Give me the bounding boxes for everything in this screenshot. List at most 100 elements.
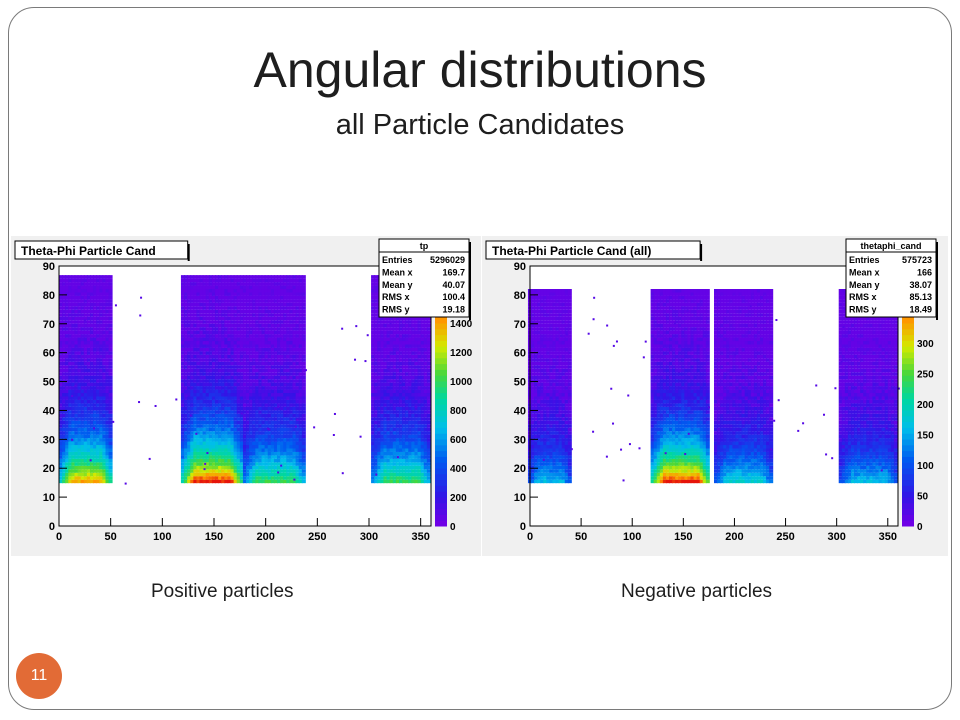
heatmap-cell bbox=[59, 472, 63, 477]
heatmap-cell bbox=[567, 476, 572, 480]
heatmap-cell bbox=[233, 458, 238, 463]
heatmap-cell bbox=[190, 337, 195, 342]
heatmap-cell bbox=[80, 427, 85, 432]
heatmap-cell bbox=[561, 472, 566, 477]
left-plot-frame bbox=[58, 265, 432, 527]
heatmap-cell bbox=[208, 458, 213, 463]
heatmap-cell bbox=[62, 410, 67, 414]
heatmap-cell bbox=[242, 472, 247, 477]
heatmap-cell bbox=[224, 316, 229, 321]
heatmap-cell bbox=[199, 330, 204, 335]
heatmap-cell bbox=[180, 448, 185, 452]
heatmap-cell bbox=[258, 479, 263, 484]
heatmap-cell bbox=[93, 386, 98, 390]
heatmap-cell bbox=[93, 382, 98, 387]
heatmap-cell bbox=[86, 465, 91, 470]
heatmap-cell bbox=[190, 299, 195, 303]
heatmap-cell bbox=[96, 354, 101, 359]
heatmap-cell bbox=[264, 455, 269, 459]
heatmap-cell bbox=[108, 413, 113, 418]
heatmap-cell bbox=[249, 351, 254, 355]
heatmap-cell bbox=[83, 285, 88, 290]
heatmap-cell bbox=[239, 358, 244, 362]
heatmap-cell bbox=[546, 476, 551, 480]
heatmap-cell bbox=[414, 448, 419, 452]
heatmap-cell bbox=[283, 472, 288, 477]
heatmap-cell bbox=[211, 309, 216, 314]
heatmap-cell bbox=[83, 476, 88, 480]
heatmap-cell bbox=[261, 354, 266, 359]
heatmap-cell bbox=[552, 420, 557, 425]
left-title-box-shadow bbox=[187, 244, 190, 261]
heatmap-cell bbox=[277, 334, 282, 338]
heatmap-cell bbox=[221, 334, 226, 338]
heatmap-cell bbox=[83, 472, 88, 477]
heatmap-cell bbox=[426, 327, 431, 331]
colorbar-segment bbox=[435, 473, 447, 481]
heatmap-cell bbox=[264, 469, 269, 473]
heatmap-cell bbox=[218, 282, 223, 286]
heatmap-cell bbox=[108, 316, 113, 321]
heatmap-cell bbox=[374, 295, 379, 300]
heatmap-cell bbox=[264, 292, 269, 296]
heatmap-cell bbox=[252, 458, 257, 463]
heatmap-cell bbox=[423, 451, 428, 456]
heatmap-cell bbox=[184, 292, 189, 296]
heatmap-cell bbox=[99, 465, 104, 470]
heatmap-cell bbox=[205, 375, 210, 380]
heatmap-cell bbox=[392, 445, 397, 449]
heatmap-cell bbox=[273, 302, 278, 307]
heatmap-cell bbox=[270, 358, 275, 362]
heatmap-cell bbox=[230, 458, 235, 463]
heatmap-cell bbox=[277, 379, 282, 383]
heatmap-cell bbox=[236, 285, 241, 290]
heatmap-cell bbox=[270, 354, 275, 359]
heatmap-cell bbox=[252, 327, 257, 331]
heatmap-noise-point bbox=[175, 398, 178, 401]
heatmap-cell bbox=[62, 292, 67, 296]
heatmap-cell bbox=[255, 347, 260, 352]
heatmap-cell bbox=[239, 282, 244, 286]
heatmap-cell bbox=[180, 341, 185, 345]
heatmap-cell bbox=[289, 438, 294, 442]
heatmap-cell bbox=[215, 302, 220, 307]
heatmap-cell bbox=[68, 361, 73, 366]
heatmap-cell bbox=[267, 396, 272, 400]
heatmap-cell bbox=[380, 406, 385, 411]
heatmap-cell bbox=[102, 361, 107, 366]
heatmap-cell bbox=[549, 434, 554, 439]
heatmap-cell bbox=[380, 375, 385, 380]
heatmap-cell bbox=[242, 431, 247, 435]
heatmap-cell bbox=[258, 420, 263, 425]
heatmap-cell bbox=[280, 316, 285, 321]
heatmap-cell bbox=[564, 476, 569, 480]
heatmap-cell bbox=[105, 358, 110, 362]
heatmap-cell bbox=[71, 361, 76, 366]
heatmap-cell bbox=[65, 406, 70, 411]
heatmap-cell bbox=[215, 441, 220, 446]
heatmap-cell bbox=[246, 476, 251, 480]
heatmap-cell bbox=[289, 406, 294, 411]
heatmap-cell bbox=[96, 427, 101, 432]
heatmap-cell bbox=[252, 330, 257, 335]
heatmap-cell bbox=[205, 476, 210, 480]
heatmap-cell bbox=[218, 399, 223, 404]
heatmap-cell bbox=[261, 427, 266, 432]
heatmap-cell bbox=[558, 438, 563, 442]
heatmap-cell bbox=[90, 365, 94, 369]
heatmap-cell bbox=[258, 351, 263, 355]
heatmap-cell bbox=[102, 344, 107, 348]
heatmap-cell bbox=[298, 396, 303, 400]
heatmap-cell bbox=[408, 330, 413, 335]
heatmap-cell bbox=[267, 434, 272, 439]
heatmap-cell bbox=[411, 431, 416, 435]
heatmap-cell bbox=[59, 403, 63, 407]
heatmap-cell bbox=[102, 334, 107, 338]
heatmap-cell bbox=[218, 278, 223, 283]
heatmap-cell bbox=[202, 344, 207, 348]
heatmap-cell bbox=[218, 365, 223, 369]
heatmap-cell bbox=[218, 313, 223, 317]
heatmap-cell bbox=[205, 389, 210, 394]
heatmap-cell bbox=[261, 309, 266, 314]
heatmap-cell bbox=[295, 354, 300, 359]
